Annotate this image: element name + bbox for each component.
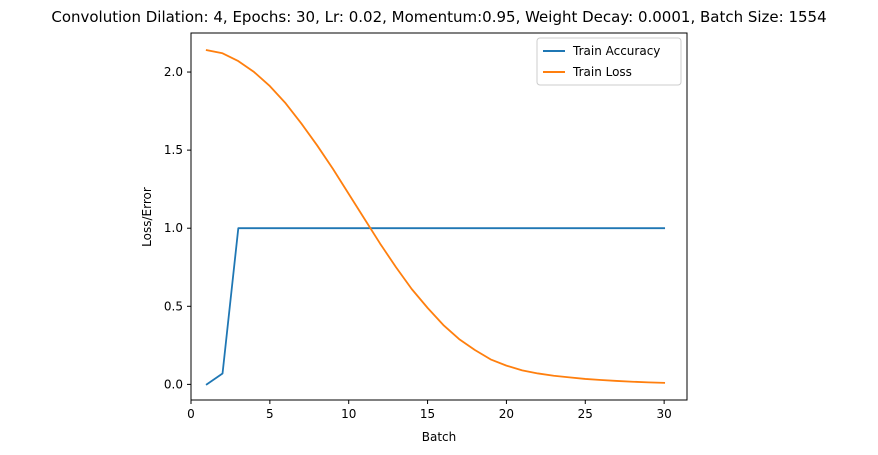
chart-title: Convolution Dilation: 4, Epochs: 30, Lr:… <box>51 8 826 26</box>
x-axis: 0 5 10 15 20 25 30 <box>187 400 672 421</box>
x-tick-label: 25 <box>578 407 593 421</box>
series-layer <box>205 49 666 386</box>
y-tick-label: 1.0 <box>164 221 183 235</box>
x-tick-label: 20 <box>499 407 514 421</box>
legend: Train Accuracy Train Loss <box>536 37 682 86</box>
y-tick-label: 0.5 <box>164 299 183 313</box>
y-axis: 0.0 0.5 1.0 1.5 2.0 <box>164 65 191 391</box>
y-tick-label: 0.0 <box>164 377 183 391</box>
x-tick-label: 15 <box>420 407 435 421</box>
x-tick-label: 0 <box>187 407 195 421</box>
x-axis-label: Batch <box>422 430 457 444</box>
y-axis-label: Loss/Error <box>140 187 154 247</box>
series-line-train-accuracy <box>205 227 666 386</box>
y-tick-label: 2.0 <box>164 65 183 79</box>
x-tick-label: 10 <box>341 407 356 421</box>
plot-area <box>190 32 688 401</box>
series-line-train-loss <box>205 49 666 384</box>
x-tick-label: 30 <box>656 407 671 421</box>
legend-label-train-accuracy: Train Accuracy <box>572 44 660 58</box>
legend-box <box>536 37 682 86</box>
y-tick-label: 1.5 <box>164 143 183 157</box>
x-tick-label: 5 <box>266 407 274 421</box>
legend-label-train-loss: Train Loss <box>572 65 632 79</box>
